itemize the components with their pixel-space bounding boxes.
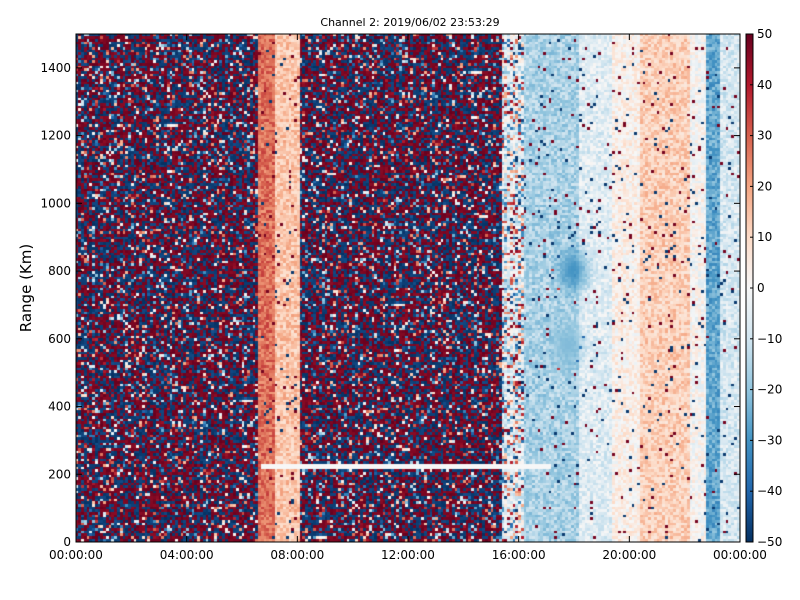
- heatmap-cells: [76, 34, 740, 542]
- colorbar-tick-label: 50: [757, 27, 772, 41]
- x-tick-label: 20:00:00: [602, 548, 656, 562]
- x-tick-label: 00:00:00: [713, 548, 767, 562]
- x-axis: 00:00:00 04:00:00 08:00:00 12:00:00 16:00:00…: [49, 34, 767, 562]
- y-axis: 0 200 400 600 800 1000 1200 1400: [40, 61, 740, 549]
- colorbar-tick-label: 0: [757, 281, 765, 295]
- colorbar-tick-label: 40: [757, 78, 772, 92]
- y-tick-label: 1200: [40, 129, 71, 143]
- y-tick-label: 600: [48, 332, 71, 346]
- x-tick-label: 04:00:00: [160, 548, 214, 562]
- colorbar-tick-label: −50: [757, 535, 782, 549]
- colorbar-tick-label: −30: [757, 433, 782, 447]
- x-tick-label: 16:00:00: [492, 548, 546, 562]
- y-tick-label: 1400: [40, 61, 71, 75]
- x-tick-label: 00:00:00: [49, 548, 103, 562]
- x-tick-label: 12:00:00: [381, 548, 435, 562]
- colorbar-tick-label: 30: [757, 129, 772, 143]
- y-tick-label: 0: [63, 535, 71, 549]
- x-tick-label: 08:00:00: [270, 548, 324, 562]
- y-tick-label: 400: [48, 400, 71, 414]
- colorbar-axis: −50 −40 −30 −20 −10 0 10 20 30 40 50: [750, 27, 782, 549]
- heatmap-plot-area: [76, 34, 740, 542]
- colorbar-tick-label: −40: [757, 484, 782, 498]
- colorbar-tick-label: 10: [757, 230, 772, 244]
- colorbar-tick-label: −10: [757, 332, 782, 346]
- chart-title: Channel 2: 2019/06/02 23:53:29: [320, 16, 499, 29]
- y-axis-label: Range (Km): [17, 244, 35, 332]
- y-tick-label: 1000: [40, 196, 71, 210]
- colorbar-tick-label: 20: [757, 179, 772, 193]
- y-tick-label: 800: [48, 264, 71, 278]
- y-tick-label: 200: [48, 467, 71, 481]
- colorbar-tick-label: −20: [757, 383, 782, 397]
